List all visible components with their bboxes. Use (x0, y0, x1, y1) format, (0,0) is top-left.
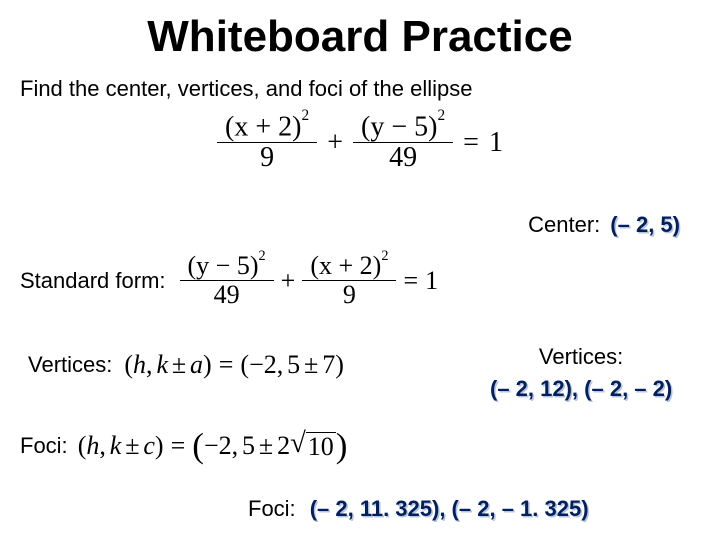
center-answer-row: Center: (– 2, 5) (528, 212, 680, 238)
vertices-answer-value: (– 2, 12), (– 2, – 2) (490, 370, 672, 402)
equals-operator: = (453, 127, 489, 159)
standard-form-row: Standard form: (y − 5)2 49 + (x + 2)2 9 … (20, 252, 438, 309)
problem-prompt: Find the center, vertices, and foci of t… (0, 70, 720, 102)
foci-answer-label: Foci: (248, 496, 296, 522)
equation-main-frac2: (y − 5)2 49 (353, 112, 453, 173)
center-value: (– 2, 5) (610, 212, 680, 238)
center-label: Center: (528, 212, 600, 238)
vertices-work-equation: ( h , k ± a ) = ( −2 , 5 ± 7 ) (124, 350, 343, 380)
plus-operator: + (317, 127, 353, 159)
vertices-answer-label: Vertices: (490, 344, 672, 370)
equation-main: (x + 2)2 9 + (y − 5)2 49 = 1 (0, 102, 720, 173)
foci-work-equation: ( h , k ± c ) = ( −2 , 5 ± 2 √ 10 ) (78, 430, 348, 462)
foci-answer-value: (– 2, 11. 325), (– 2, – 1. 325) (310, 496, 589, 522)
vertices-answer-block: Vertices: (– 2, 12), (– 2, – 2) (490, 344, 672, 402)
equation-main-rhs: 1 (489, 127, 503, 159)
foci-answer-row: Foci: (– 2, 11. 325), (– 2, – 1. 325) (248, 496, 589, 522)
page-title: Whiteboard Practice (0, 0, 720, 70)
vertices-work-row: Vertices: ( h , k ± a ) = ( −2 , 5 ± 7 ) (28, 350, 344, 380)
sqrt-icon: √ 10 (290, 430, 336, 462)
equation-main-frac1: (x + 2)2 9 (217, 112, 317, 173)
standard-form-label: Standard form: (20, 268, 166, 294)
vertices-work-label: Vertices: (28, 352, 112, 378)
standard-form-equation: (y − 5)2 49 + (x + 2)2 9 = 1 (180, 252, 439, 309)
foci-work-label: Foci: (20, 433, 68, 459)
foci-work-row: Foci: ( h , k ± c ) = ( −2 , 5 ± 2 √ 10 … (20, 430, 347, 462)
